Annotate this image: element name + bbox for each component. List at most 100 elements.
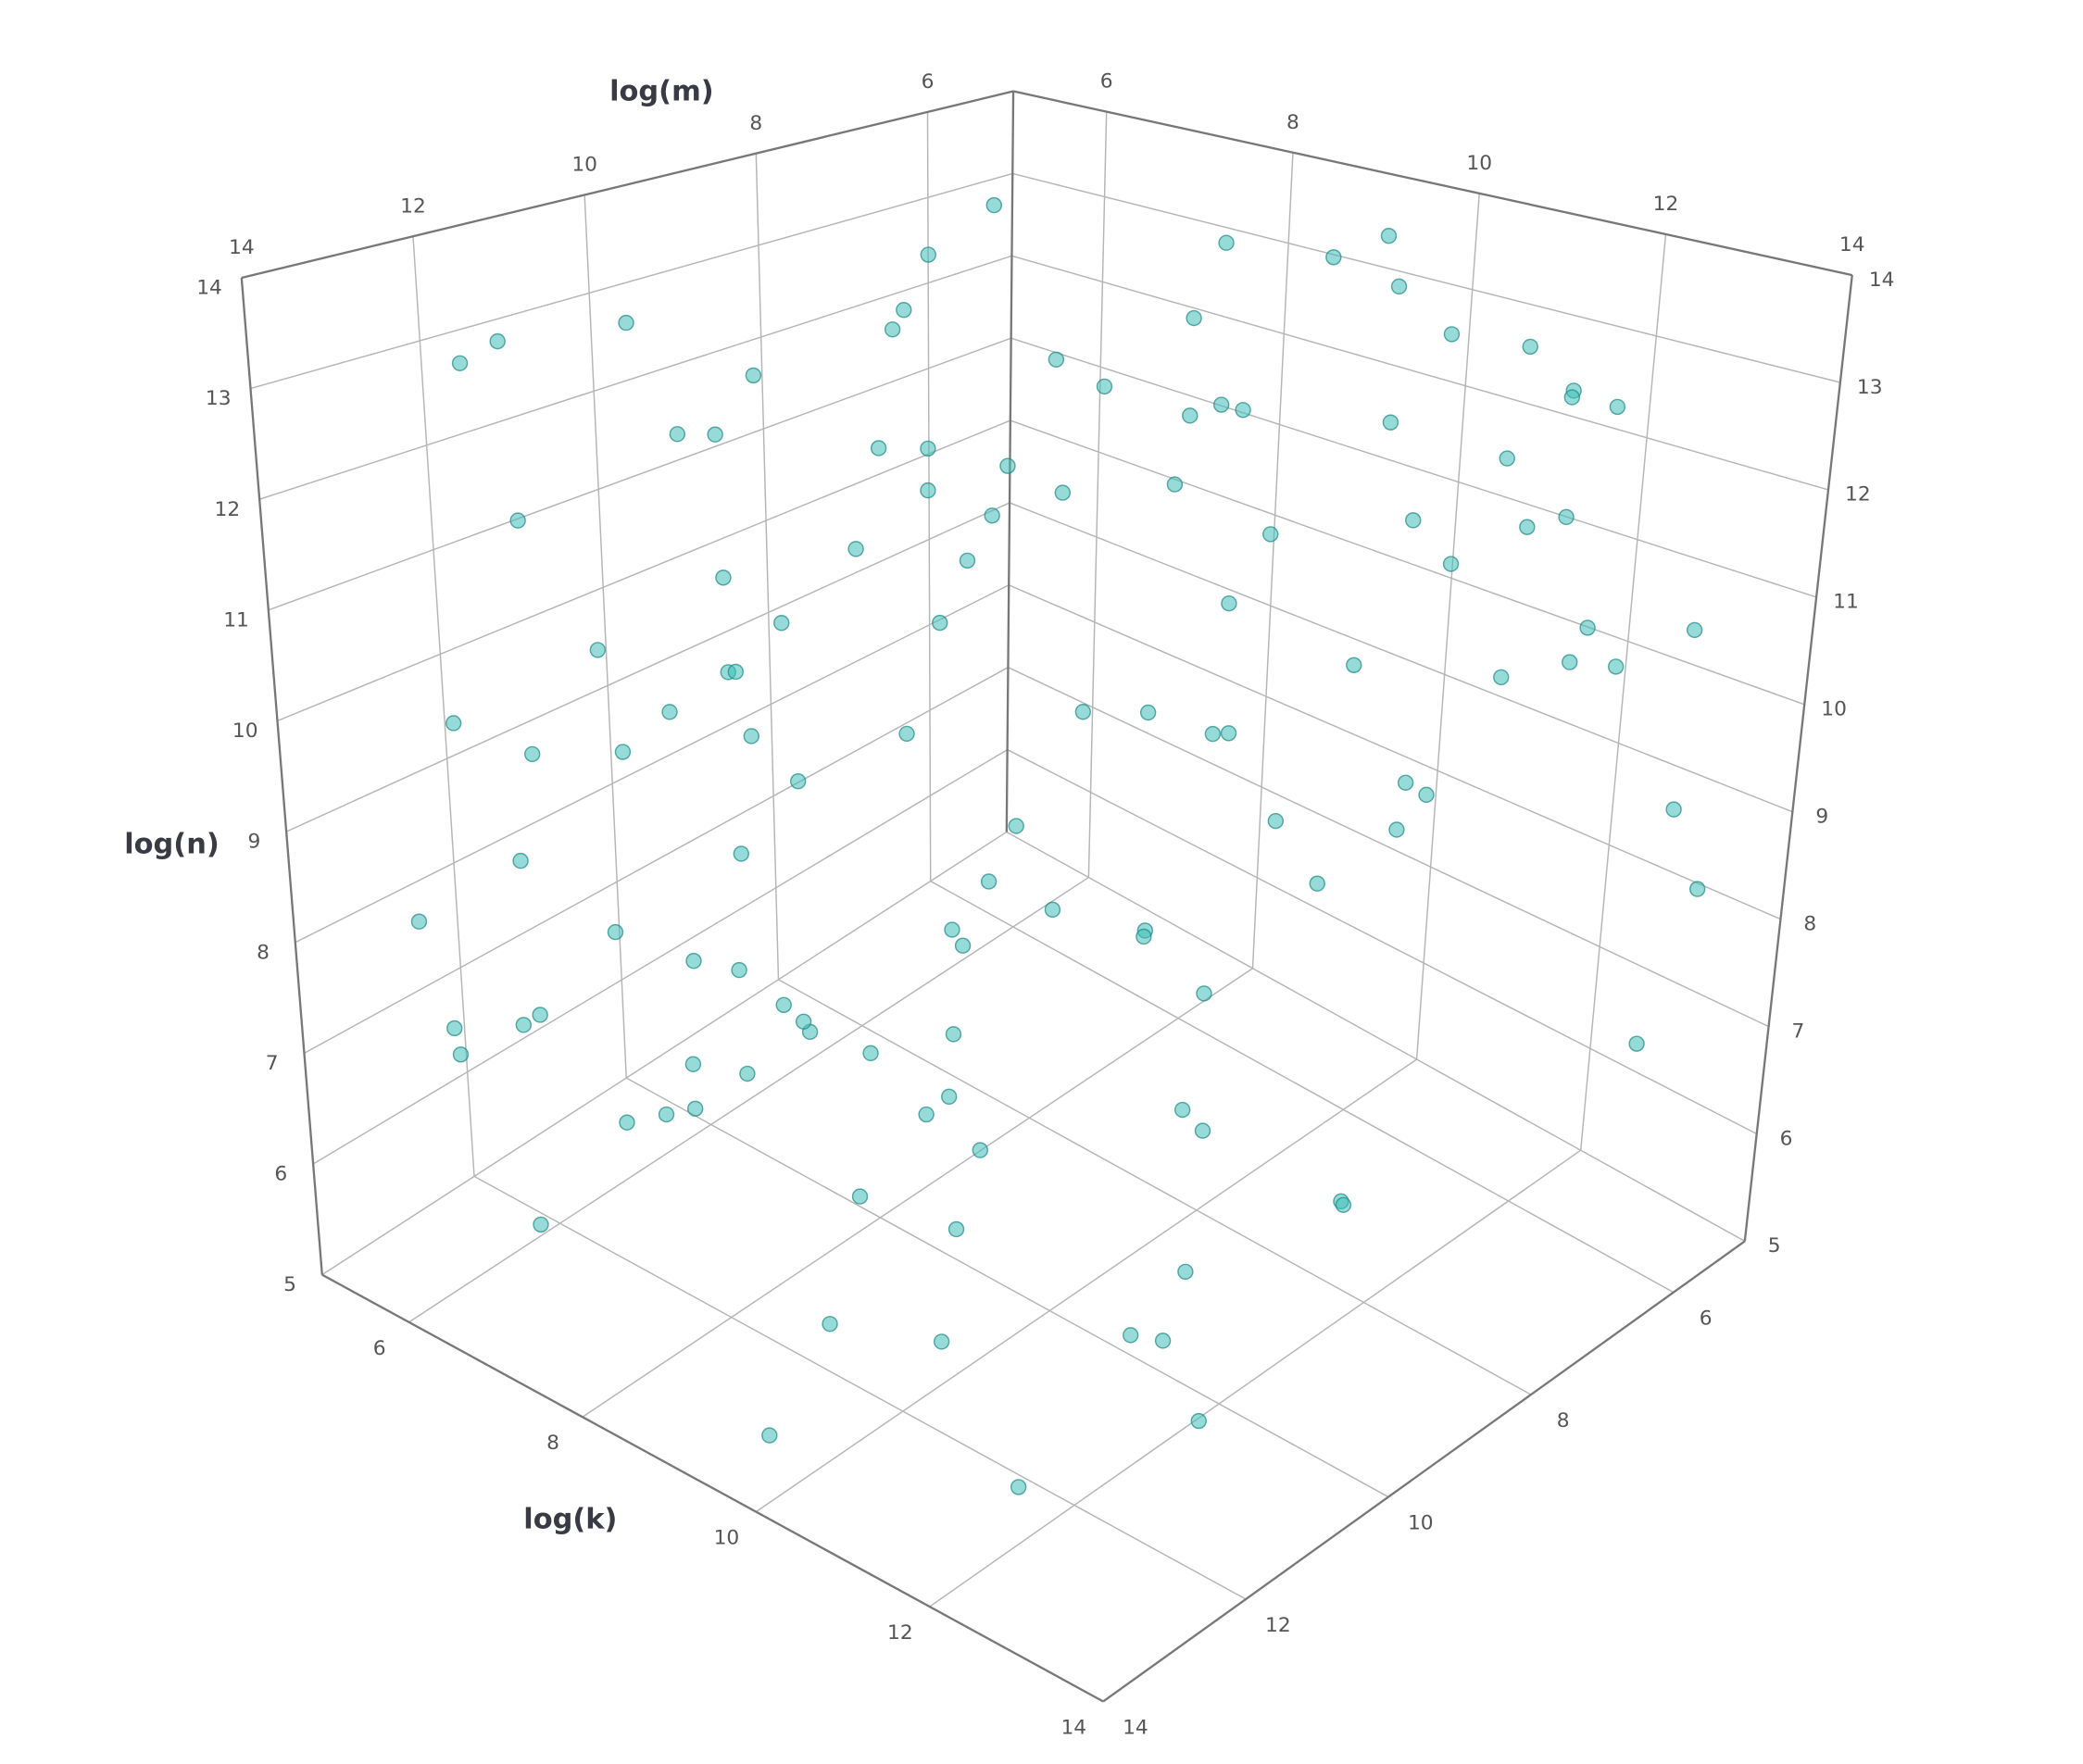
data-point [684,1056,702,1072]
tick-label: 8 [749,112,762,135]
data-point [1096,378,1113,395]
x-axis-title: log(k) [523,1503,617,1535]
grid-line [1007,748,1758,1135]
grid-line [304,667,1009,1055]
tick-label: 14 [1060,1716,1086,1739]
grid-line [268,337,1011,611]
tick-label: 7 [266,1052,279,1075]
data-point [959,552,976,569]
tick-label: 6 [274,1163,287,1186]
grid-line [755,153,780,980]
data-point [920,246,936,263]
data-point [1688,881,1706,897]
axis-line [1102,1240,1746,1703]
grid-line [625,1077,1389,1498]
data-point [945,1026,962,1043]
data-point [452,1046,470,1063]
tick-label: 14 [1839,233,1865,256]
tick-label: 6 [373,1337,386,1360]
data-point [686,1100,704,1118]
data-point [1221,594,1237,612]
data-point [685,953,702,970]
grid-line [1087,111,1108,878]
grid-line [1006,831,1746,1243]
data-point [727,663,745,681]
tick-label: 11 [1833,591,1859,614]
data-point [619,1114,635,1131]
data-point [884,321,901,338]
data-point [707,426,723,443]
data-point [1522,338,1538,356]
grid-line [582,968,1253,1418]
data-point [1607,658,1625,675]
tick-label: 11 [223,608,249,632]
tick-label: 10 [1466,152,1492,175]
data-point [669,426,686,443]
data-point [1074,704,1092,720]
data-point [1335,1196,1352,1213]
grid-line [755,1058,1418,1513]
data-point [1123,1327,1139,1344]
data-point [1579,619,1596,636]
grid-line [1012,172,1841,383]
data-point [972,1142,988,1158]
data-point [512,852,529,869]
tick-label: 8 [1803,912,1816,935]
data-point [773,615,790,632]
axis-line [1743,274,1853,1242]
grid-line [1009,502,1793,813]
tick-label: 12 [215,498,241,521]
data-point [1196,985,1212,1002]
tick-label: 13 [206,387,232,410]
tick-label: 13 [1857,376,1883,399]
grid-line [412,236,475,1177]
axis-line [1012,90,1853,277]
data-point [920,482,936,499]
grid-line [1010,419,1805,706]
data-point [999,457,1016,474]
data-point [733,845,749,862]
data-point [920,440,936,457]
grid-line [1251,152,1294,969]
tick-label: 12 [1653,193,1679,216]
tick-label: 8 [1557,1409,1570,1432]
data-point [947,1220,965,1238]
data-point [980,873,998,890]
data-point [1154,1332,1172,1349]
data-point [1204,725,1222,743]
data-point [607,923,624,941]
data-point [743,728,759,744]
tick-label: 6 [1700,1307,1713,1331]
data-point [533,1216,549,1233]
data-point [1405,512,1422,529]
data-point [870,440,887,457]
grid-line [1008,667,1769,1028]
data-point [745,367,762,384]
data-point [1380,228,1398,244]
grid-line [321,831,1008,1276]
data-point [1346,657,1362,674]
axis-line [321,1273,1104,1703]
data-point [1173,1101,1191,1119]
data-point [1562,654,1578,670]
data-point [1388,821,1405,838]
data-point [985,196,1002,214]
tick-label: 8 [1286,111,1299,134]
data-point [933,1333,950,1350]
tick-label: 12 [887,1621,913,1645]
tick-label: 9 [247,831,260,854]
data-point [1136,928,1152,945]
tick-label: 14 [1869,269,1895,292]
data-point [1044,901,1061,919]
grid-line [1415,193,1480,1060]
tick-label: 14 [229,236,255,259]
grid-line [930,880,1675,1294]
tick-label: 8 [546,1432,559,1455]
tick-label: 8 [257,941,270,964]
tick-label: 10 [571,154,597,177]
grid-line [778,979,1532,1395]
grid-line [929,1149,1582,1608]
grid-line [1008,584,1781,920]
